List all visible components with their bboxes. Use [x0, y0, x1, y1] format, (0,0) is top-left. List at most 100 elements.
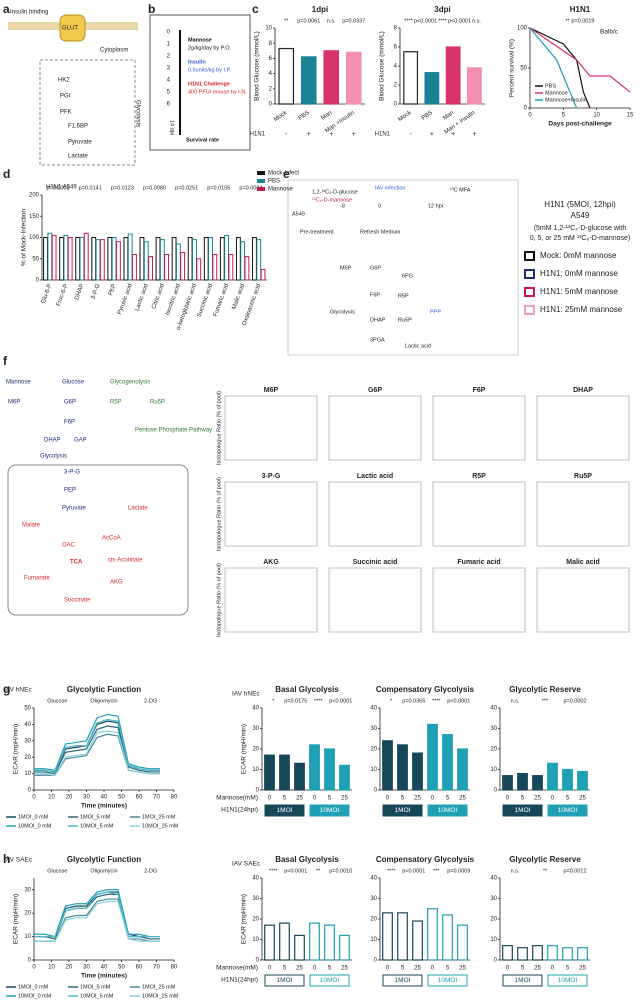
- x-tick-label: 80: [171, 795, 178, 801]
- y-tick-label: 0: [524, 106, 528, 112]
- group-label: 10MOI: [438, 977, 458, 984]
- bar: [235, 237, 241, 281]
- isotopologue-plot: [328, 395, 422, 461]
- x-tick-label: 0: [268, 966, 272, 972]
- bar: [240, 241, 246, 281]
- bar: [309, 744, 320, 791]
- y-tick-label: 10: [24, 771, 31, 777]
- tca-frame: [7, 464, 189, 616]
- annotation: *: [272, 698, 275, 704]
- y-tick-label: 20: [370, 747, 377, 753]
- x-tick-label: 5: [328, 796, 332, 802]
- protocol-label: 2g/kg/day by P.O.: [188, 45, 231, 51]
- y-axis-label: Blood Glucose (mmol/L): [254, 31, 261, 101]
- pathway-label: Succinate: [64, 598, 91, 604]
- group-bar: [547, 974, 588, 987]
- pathway-label: cis-Aconitate: [108, 558, 143, 564]
- protocol-label: 6: [167, 102, 171, 108]
- x-tick-label: 5: [566, 966, 570, 972]
- chart-title: Compensatory Glycolysis: [376, 855, 475, 864]
- mfa-label: F6P: [370, 292, 380, 298]
- row-label: H1N1: [250, 132, 266, 138]
- annotation: *: [390, 698, 393, 704]
- y-axis-label: ECAR (mpH/min): [241, 894, 248, 944]
- mfa-label: A549: [292, 211, 305, 217]
- panel-e-frame: [287, 179, 519, 356]
- annotation: ****: [314, 698, 323, 704]
- bar: [532, 945, 543, 961]
- legend-swatch: [524, 269, 535, 279]
- bar: [107, 237, 113, 281]
- bar: [228, 254, 234, 281]
- bar: [196, 258, 202, 281]
- x-axis-label: Days post-challenge: [548, 121, 612, 128]
- y-tick-label: 20: [24, 911, 31, 917]
- y-tick-label: 50: [32, 256, 39, 262]
- y-tick-label: 0: [256, 788, 260, 794]
- annotation: Glucose: [47, 698, 67, 704]
- bar: [397, 912, 408, 961]
- bar: [224, 234, 230, 281]
- bar: [127, 233, 133, 281]
- protocol-label: Insulin: [188, 59, 206, 65]
- y-tick-label: 20: [370, 917, 377, 923]
- annotation: ****: [387, 868, 396, 874]
- x-tick-label: 70: [153, 795, 160, 801]
- y-tick-label: 30: [370, 896, 377, 902]
- group-label: 1MOI: [277, 807, 293, 814]
- group-label: 1MOI: [395, 977, 411, 984]
- x-tick-label: 25: [534, 796, 541, 802]
- annotation: ****: [432, 698, 441, 704]
- group-bar: [502, 974, 543, 987]
- mfa-label: DHAP: [370, 317, 386, 323]
- bar: [279, 922, 290, 961]
- bar: [294, 762, 305, 791]
- isotopologue-plot: [328, 481, 422, 547]
- bar: [155, 237, 161, 281]
- bar: [123, 237, 129, 281]
- row-label: H1N1: [375, 132, 391, 138]
- annotation: ****: [404, 18, 413, 24]
- y-tick-label: 0: [494, 958, 498, 964]
- legend-entry: Mannose: [545, 90, 568, 96]
- mfa-label: Pre-treatment: [300, 229, 334, 235]
- plot-title: Lactic acid: [357, 473, 393, 480]
- mfa-label: PPP: [430, 309, 441, 315]
- legend-entry: Mock-Infect: [268, 171, 299, 177]
- plot-title: Ru5P: [574, 473, 592, 480]
- x-tick-label: 0: [431, 966, 435, 972]
- x-tick-label: 25: [579, 966, 586, 972]
- x-tick-label: 60: [136, 795, 143, 801]
- y-tick-label: 0: [269, 102, 273, 108]
- y-axis-label: Isotopologue Ratio (% of pool): [216, 563, 222, 637]
- y-tick-label: 20: [490, 917, 497, 923]
- group-label: 10MOI: [558, 807, 578, 814]
- legend-swatch: [524, 305, 535, 315]
- mfa-label: Ru5P: [398, 317, 412, 323]
- annotation: p=0.0012: [563, 868, 586, 874]
- y-tick-label: 2: [269, 86, 273, 92]
- row-value: +: [307, 131, 311, 138]
- bar: [63, 234, 69, 281]
- group-bar: [427, 804, 468, 817]
- protocol-label: 400 PFU/ mouse by I.N.: [188, 89, 247, 95]
- y-tick-label: 2: [394, 83, 398, 89]
- panel-label: f: [3, 354, 8, 368]
- annotation: 2-DG: [144, 868, 157, 874]
- plot-title: M6P: [264, 387, 279, 394]
- y-axis-label: % of Mock-Infection: [21, 209, 28, 266]
- legend-entry: 1MOI_25 mM: [142, 984, 176, 990]
- group-label: 1MOI: [277, 977, 293, 984]
- legend-swatch: [257, 187, 265, 191]
- x-tick-label: 5: [521, 796, 525, 802]
- bar: [75, 237, 81, 281]
- chart-title: Compensatory Glycolysis: [376, 685, 475, 694]
- pathway-label: PEP: [64, 488, 76, 494]
- x-tick-label: 25: [534, 966, 541, 972]
- y-axis-label: Blood Glucose (mmol/L): [379, 31, 386, 101]
- annotation: ****: [438, 18, 447, 24]
- bar: [382, 740, 393, 791]
- panel-label: d: [3, 167, 10, 181]
- group-bar: [264, 974, 305, 987]
